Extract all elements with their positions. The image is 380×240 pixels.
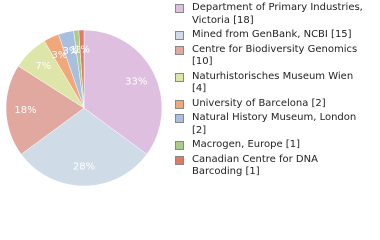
slice-label: 3% bbox=[51, 50, 67, 61]
legend-item: University of Barcelona [2] bbox=[175, 98, 375, 111]
legend-swatch bbox=[175, 4, 184, 13]
legend-label: Macrogen, Europe [1] bbox=[192, 139, 300, 150]
legend-item: Mined from GenBank, NCBI [15] bbox=[175, 29, 375, 42]
legend-label: Naturhistorisches Museum Wien [4] bbox=[192, 70, 354, 95]
slice-label: 28% bbox=[73, 162, 95, 173]
legend-swatch bbox=[175, 141, 184, 150]
pie-slice bbox=[5, 65, 85, 155]
legend-swatch bbox=[175, 99, 184, 109]
legend-swatch bbox=[175, 114, 184, 123]
legend-item: Canadian Centre for DNA Barcoding [1] bbox=[175, 154, 375, 179]
slice-label: 18% bbox=[14, 105, 36, 116]
legend-item: Centre for Biodiversity Genomics [10] bbox=[175, 44, 375, 69]
legend-item: Naturhistorisches Museum Wien [4] bbox=[175, 71, 375, 96]
legend-item: Department of Primary Industries, Victor… bbox=[175, 2, 375, 27]
legend-item: Macrogen, Europe [1] bbox=[175, 139, 375, 152]
chart: 33%28%18%7%3%3%1%1% bbox=[5, 29, 163, 187]
legend: Department of Primary Industries, Victor… bbox=[175, 2, 375, 179]
slice-label: 1% bbox=[74, 45, 90, 56]
legend-label: Department of Primary Industries, Victor… bbox=[192, 2, 363, 26]
pie-slice bbox=[83, 29, 163, 155]
legend-label: Centre for Biodiversity Genomics [10] bbox=[192, 43, 358, 68]
pie-slice bbox=[78, 29, 85, 109]
legend-label: Mined from GenBank, NCBI [15] bbox=[192, 29, 352, 40]
legend-swatch bbox=[175, 72, 184, 82]
legend-swatch bbox=[175, 31, 184, 40]
slice-label: 1% bbox=[70, 45, 86, 56]
legend-label: Natural History Museum, London [2] bbox=[192, 112, 357, 136]
slice-label: 7% bbox=[35, 61, 51, 72]
slice-label: 3% bbox=[63, 46, 79, 57]
pie-slice bbox=[20, 107, 148, 187]
slice-label: 33% bbox=[125, 77, 147, 88]
legend-swatch bbox=[175, 45, 184, 55]
legend-swatch bbox=[175, 155, 184, 165]
legend-label: University of Barcelona [2] bbox=[192, 97, 326, 109]
legend-label: Canadian Centre for DNA Barcoding [1] bbox=[192, 153, 318, 178]
legend-item: Natural History Museum, London [2] bbox=[175, 112, 375, 137]
